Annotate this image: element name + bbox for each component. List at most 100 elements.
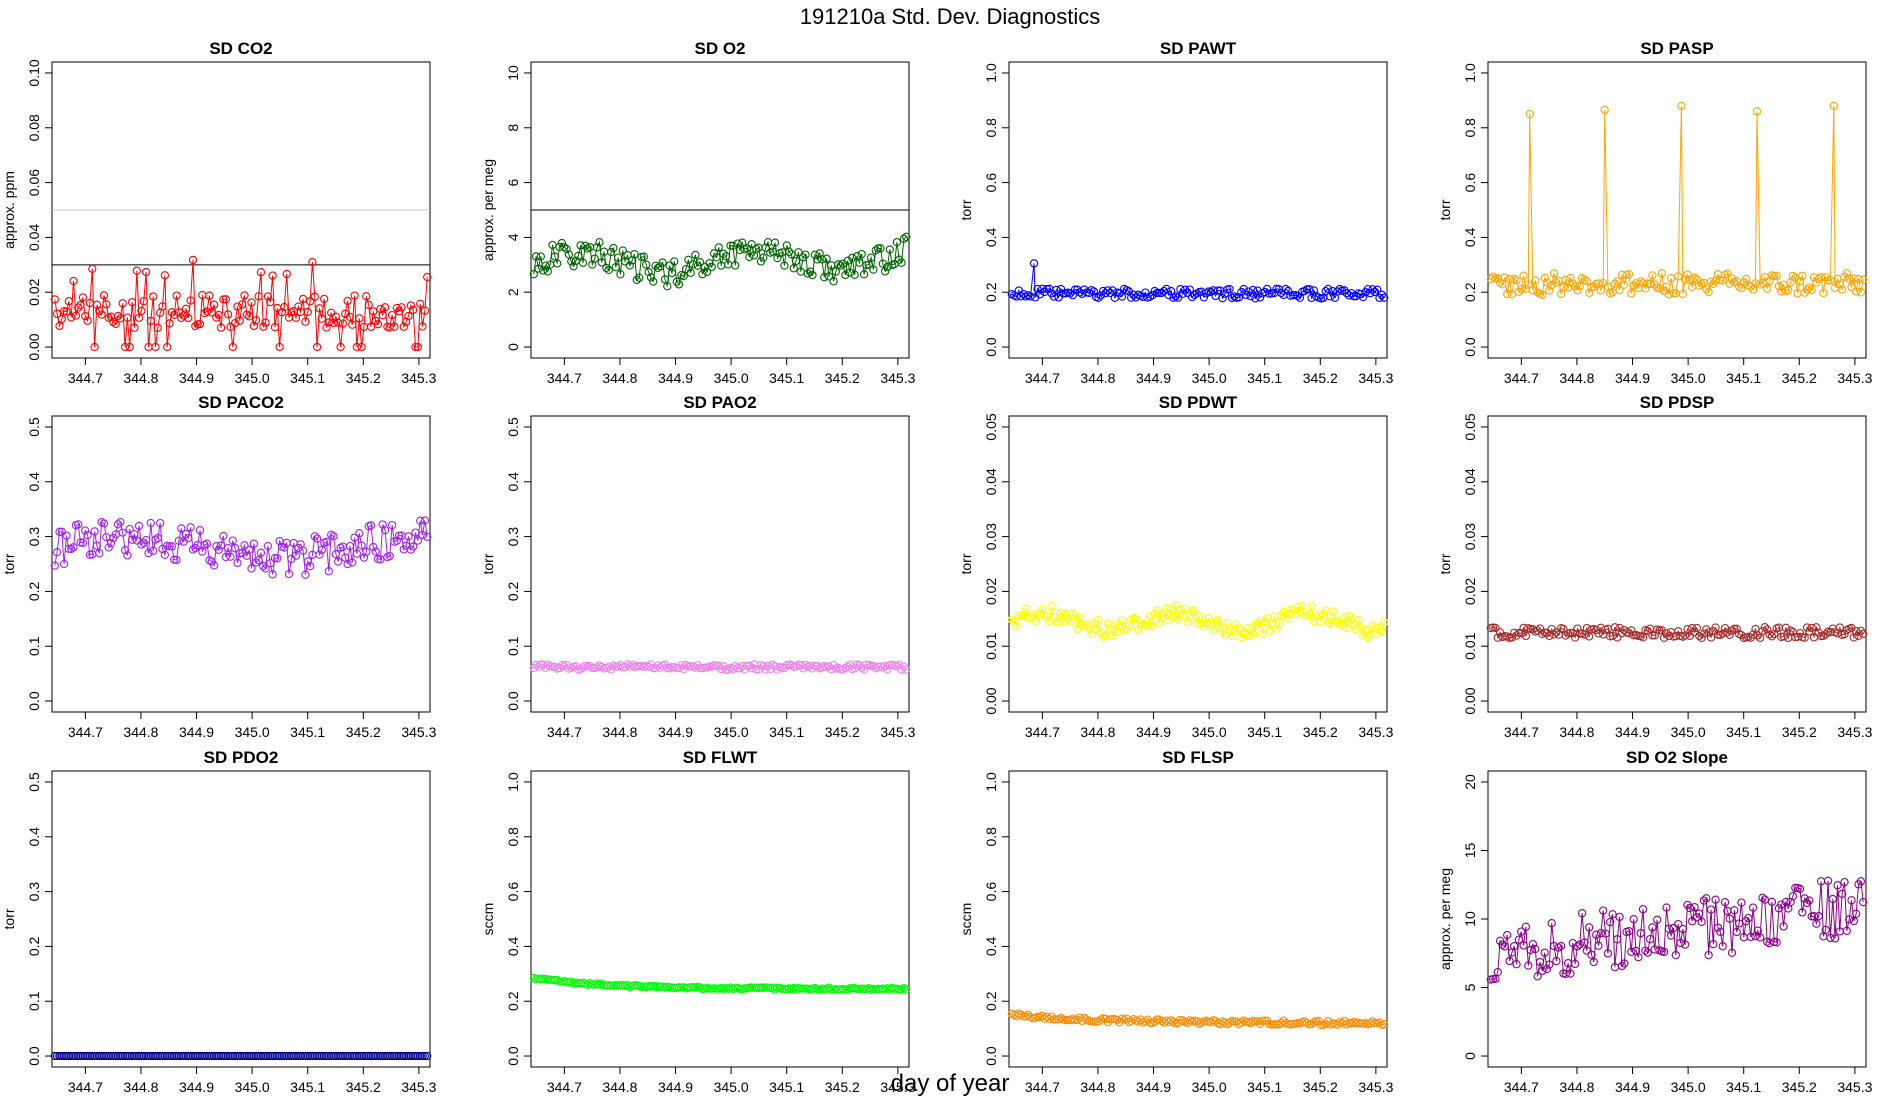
y-axis-label: approx. per meg	[480, 159, 496, 261]
data-point	[1547, 280, 1556, 290]
data-point	[548, 240, 557, 250]
data-point	[345, 541, 355, 551]
data-point	[137, 540, 146, 549]
data-point	[859, 270, 869, 279]
data-point	[1821, 925, 1830, 935]
panel-sd-pasp: SD PASP torr 0.0 0.2 0.4 0.6 0.8 1.0 344.7 344.8 3…	[1437, 39, 1873, 386]
y-tick-label: 0.05	[983, 413, 999, 440]
data-point	[1629, 281, 1638, 290]
x-tick-label: 344.9	[1615, 370, 1650, 386]
x-tick-label: 345.1	[1726, 370, 1761, 386]
x-tick-label: 345.0	[235, 724, 270, 740]
data-point	[752, 244, 761, 254]
data-point	[249, 321, 259, 331]
data-point	[181, 304, 191, 313]
data-point	[1627, 289, 1636, 298]
data-point	[186, 523, 195, 532]
data-point	[1610, 623, 1620, 632]
data-point	[275, 342, 284, 352]
data-point	[1195, 1019, 1204, 1029]
data-point	[160, 550, 170, 559]
data-point	[1816, 273, 1826, 282]
data-point	[1012, 621, 1021, 631]
data-point	[686, 268, 695, 277]
data-point	[378, 520, 387, 529]
data-point	[193, 541, 202, 550]
data-point	[1608, 910, 1617, 919]
data-point	[1638, 633, 1648, 642]
data-point	[1148, 622, 1157, 631]
data-point	[1812, 919, 1821, 928]
data-point	[1752, 107, 1762, 116]
data-point	[423, 532, 432, 541]
y-tick-label: 0.0	[505, 691, 521, 711]
data-point	[1185, 612, 1194, 621]
data-point	[191, 321, 200, 331]
data-point	[1662, 282, 1671, 291]
data-point	[1007, 615, 1016, 624]
data-point	[1047, 602, 1056, 611]
data-point	[1491, 974, 1500, 983]
data-point	[1307, 1019, 1316, 1029]
data-point	[125, 342, 134, 352]
data-point	[531, 252, 541, 261]
data-point	[1573, 624, 1582, 633]
data-point	[555, 663, 564, 673]
data-point	[298, 294, 308, 304]
data-point	[1535, 957, 1545, 967]
data-point	[261, 318, 270, 327]
data-point	[1009, 617, 1019, 627]
data-point	[305, 562, 315, 571]
data-point	[1373, 285, 1382, 294]
data-point	[1765, 276, 1774, 286]
data-point	[385, 323, 394, 332]
data-point	[223, 310, 233, 319]
y-tick-label: 0.6	[983, 882, 999, 902]
data-point	[151, 342, 160, 352]
data-point	[1545, 960, 1554, 969]
data-point	[543, 660, 552, 669]
data-point	[1029, 259, 1039, 268]
data-point	[1727, 948, 1737, 957]
data-point	[350, 533, 359, 542]
data-point	[1211, 617, 1220, 626]
data-point	[364, 300, 373, 309]
data-point	[198, 547, 207, 556]
data-point	[247, 298, 256, 307]
data-point	[1659, 633, 1669, 642]
data-point	[1695, 631, 1704, 641]
data-point	[1248, 629, 1258, 639]
data-point	[639, 252, 649, 261]
data-point	[1251, 294, 1260, 303]
data-point	[1720, 623, 1730, 633]
data-point	[1218, 294, 1227, 303]
data-point	[1284, 614, 1293, 623]
data-point	[1774, 623, 1784, 632]
data-point	[404, 532, 413, 541]
data-point	[1042, 1012, 1052, 1021]
data-point	[1274, 618, 1283, 627]
data-point	[184, 534, 193, 543]
data-point	[141, 535, 151, 545]
data-point	[1561, 631, 1570, 640]
y-axis-label: approx. ppm	[1, 171, 17, 249]
x-tick-label: 344.7	[547, 1079, 582, 1095]
data-point	[186, 296, 195, 305]
data-point	[752, 665, 761, 674]
data-point	[423, 272, 432, 282]
data-point	[1542, 278, 1552, 287]
data-point	[1856, 877, 1866, 886]
y-tick-label: 0.2	[983, 991, 999, 1011]
data-point	[1777, 900, 1786, 909]
data-point	[134, 313, 144, 322]
data-point	[1305, 285, 1314, 294]
data-point	[1809, 912, 1819, 921]
data-point	[338, 542, 348, 551]
data-point	[1795, 884, 1805, 893]
data-point	[1812, 623, 1821, 632]
data-point	[67, 313, 76, 322]
data-point	[1807, 623, 1816, 633]
data-point	[1716, 630, 1725, 640]
data-point	[362, 547, 371, 556]
data-point	[81, 526, 90, 535]
